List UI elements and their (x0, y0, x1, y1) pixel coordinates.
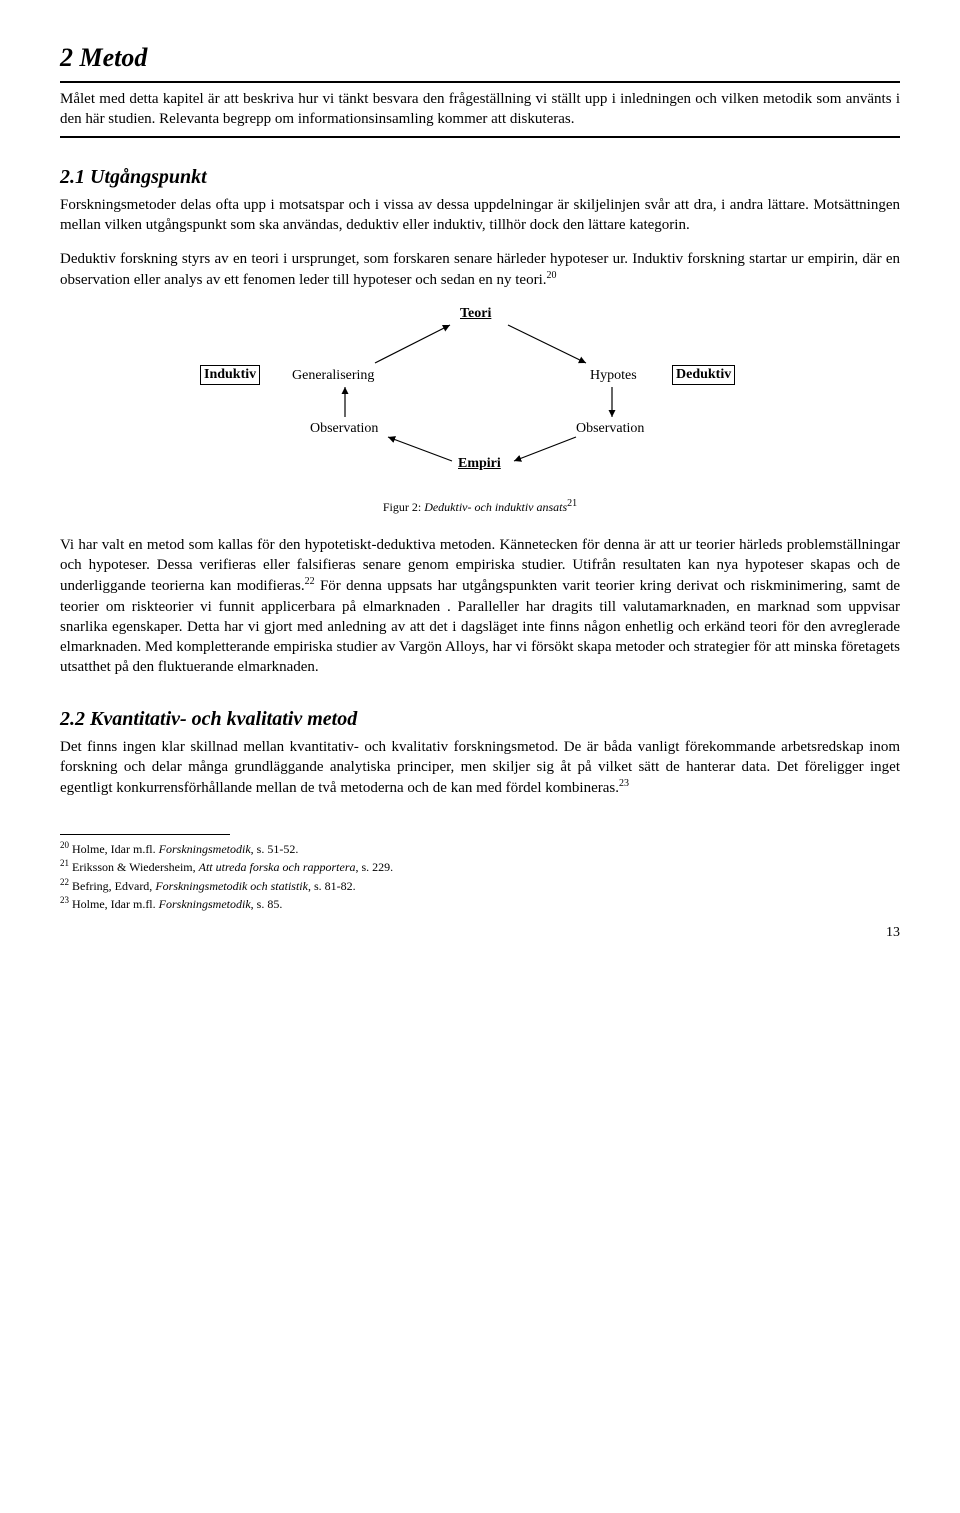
footnote-20: 20 Holme, Idar m.fl. Forskningsmetodik, … (60, 839, 900, 857)
inductive-deductive-diagram: Teori Induktiv Generalisering Hypotes De… (200, 305, 760, 495)
figure-2-caption: Figur 2: Deduktiv- och induktiv ansats21 (60, 497, 900, 515)
section-22-p1: Det finns ingen klar skillnad mellan kva… (60, 737, 900, 799)
section-22-title: 2.2 Kvantitativ- och kvalitativ metod (60, 706, 900, 733)
page-title: 2 Metod (60, 40, 900, 75)
footnote-22: 22 Befring, Edvard, Forskningsmetodik oc… (60, 876, 900, 894)
footnote-ref-20: 20 (547, 270, 557, 281)
footnote-21: 21 Eriksson & Wiedersheim, Att utreda fo… (60, 857, 900, 875)
section-21-title: 2.1 Utgångspunkt (60, 164, 900, 191)
footnote-separator (60, 834, 230, 835)
footnote-ref-21: 21 (567, 498, 577, 509)
diagram-arrows (200, 305, 760, 495)
section-21-p3: Vi har valt en metod som kallas för den … (60, 535, 900, 678)
intro-text: Målet med detta kapitel är att beskriva … (60, 91, 900, 127)
footnote-ref-22: 22 (305, 576, 315, 587)
footnote-23: 23 Holme, Idar m.fl. Forskningsmetodik, … (60, 894, 900, 912)
intro-box: Målet med detta kapitel är att beskriva … (60, 81, 900, 138)
section-21-p2: Deduktiv forskning styrs av en teori i u… (60, 249, 900, 291)
section-21-p1: Forskningsmetoder delas ofta upp i motsa… (60, 195, 900, 236)
footnote-ref-23: 23 (619, 778, 629, 789)
page-number: 13 (60, 924, 900, 943)
